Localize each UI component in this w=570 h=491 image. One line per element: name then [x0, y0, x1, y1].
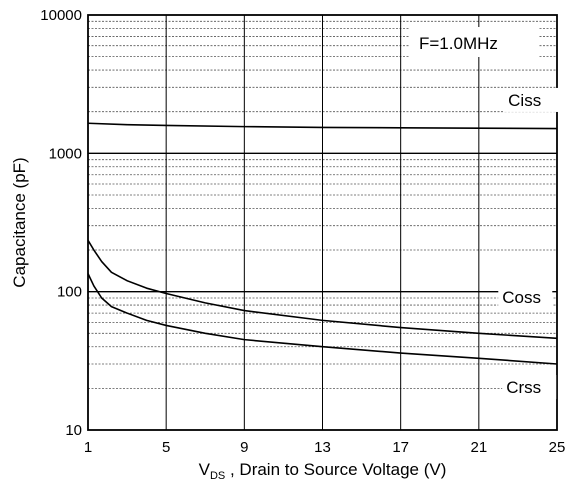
y-tick-label: 10000: [40, 7, 82, 24]
plot-frame: [87, 14, 558, 431]
frequency-annotation: F=1.0MHz: [419, 34, 498, 53]
x-axis-label: VDS , Drain to Source Voltage (V): [199, 460, 447, 482]
y-tick-label: 100: [57, 284, 82, 301]
series-label-coss: Coss: [502, 288, 541, 307]
x-axis-label-subscript: DS: [210, 470, 225, 482]
series-label-ciss: Ciss: [508, 91, 541, 110]
x-tick-label: 17: [392, 439, 409, 456]
series-line-coss: [87, 239, 558, 340]
grid-lines: [88, 15, 557, 430]
series-line-ciss: [87, 122, 558, 130]
x-axis-label-main: V: [199, 460, 211, 479]
series-label-crss: Crss: [506, 378, 541, 397]
y-axis-label: Capacitance (pF): [10, 157, 29, 287]
annotation-background: [410, 27, 538, 57]
x-tick-label: 5: [162, 439, 170, 456]
series-label-background: [498, 284, 553, 309]
x-tick-labels: 1 5 9 13 17 21 25: [84, 439, 566, 456]
series-label-background: [504, 87, 559, 112]
y-tick-label: 10: [65, 422, 82, 439]
x-tick-label: 1: [84, 439, 92, 456]
y-tick-labels: 10 100 1000 10000: [40, 7, 82, 439]
x-axis-label-rest: , Drain to Source Voltage (V): [225, 460, 446, 479]
series-line-crss: [87, 273, 558, 365]
y-tick-label: 1000: [49, 145, 82, 162]
series-label-background: [502, 375, 557, 400]
series-lines: [87, 122, 558, 365]
x-tick-label: 9: [240, 439, 248, 456]
x-tick-label: 25: [549, 439, 566, 456]
annotation-box: F=1.0MHz: [410, 27, 538, 57]
x-tick-label: 21: [470, 439, 487, 456]
series-labels: Ciss Coss Crss: [498, 87, 559, 400]
x-tick-label: 13: [314, 439, 331, 456]
